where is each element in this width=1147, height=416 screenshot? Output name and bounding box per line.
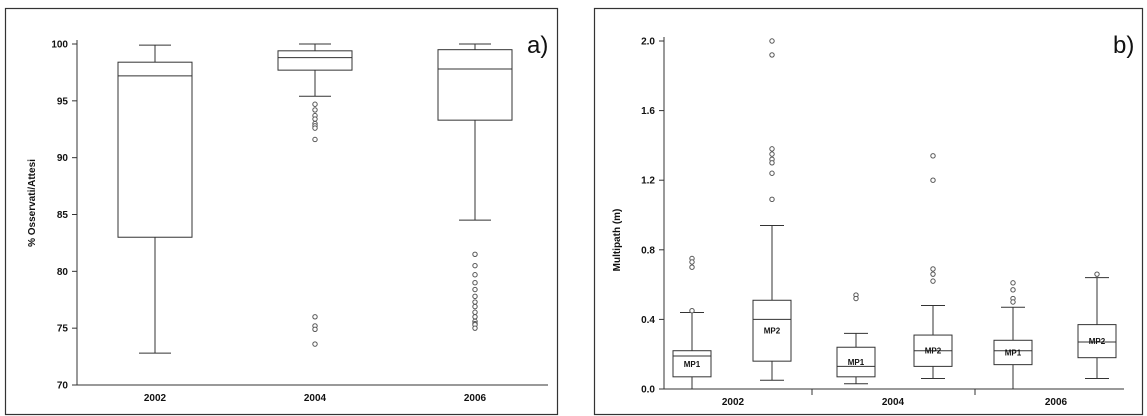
x-tick-label: 2004 <box>882 397 905 408</box>
box <box>672 350 712 378</box>
panel-b: b) Multipath (m) 0.0 0.4 0.8 1.2 1.6 2.0 MP1 MP… <box>612 32 1134 408</box>
outlier-point <box>472 262 478 269</box>
y-tick-label: 80 <box>57 267 69 278</box>
outlier-point <box>769 160 775 166</box>
panel-a-label: a) <box>527 32 548 59</box>
outlier-point <box>312 341 318 347</box>
panel-b-label: b) <box>1113 32 1134 59</box>
outlier-point <box>472 299 478 305</box>
outlier-point <box>930 266 936 272</box>
box <box>437 49 513 121</box>
y-tick-label: 100 <box>51 40 68 51</box>
y-tick-label: 85 <box>57 210 69 221</box>
outlier-point <box>930 278 936 284</box>
x-tick-label: 2006 <box>1045 397 1068 408</box>
outlier-point <box>689 259 695 265</box>
outlier-point <box>1010 287 1016 293</box>
outlier-point <box>312 326 318 333</box>
outlier-point <box>472 272 478 278</box>
outlier-point <box>689 308 695 314</box>
box-label: MP2 <box>1089 337 1106 346</box>
panel-a-y-axis-label: % Osservati/Attesi <box>27 159 38 247</box>
outlier-point <box>769 38 775 44</box>
y-tick-label: 1.2 <box>641 176 655 187</box>
x-tick-label: 2002 <box>144 393 167 404</box>
box-label: MP1 <box>684 360 701 369</box>
y-tick-label: 0.8 <box>641 245 655 256</box>
outlier-point <box>472 314 478 320</box>
outlier-point <box>930 177 936 183</box>
outlier-point <box>472 280 478 286</box>
y-tick-label: 0.4 <box>641 315 655 326</box>
box-label: MP1 <box>848 358 865 367</box>
outlier-point <box>769 170 775 176</box>
outlier-point <box>769 146 775 152</box>
x-tick-label: 2004 <box>304 393 327 404</box>
outlier-point <box>472 251 478 257</box>
outlier-point <box>312 116 318 122</box>
outlier-point <box>472 309 478 315</box>
outlier-point <box>312 136 318 143</box>
outlier-point <box>472 325 478 331</box>
box-label: MP1 <box>1005 348 1022 357</box>
y-tick-label: 90 <box>57 153 69 164</box>
outlier-point <box>1094 271 1100 277</box>
y-tick-label: 95 <box>57 96 69 107</box>
outlier-point <box>312 125 318 131</box>
x-tick-label: 2002 <box>722 397 745 408</box>
box <box>836 346 876 378</box>
outlier-point <box>472 286 478 293</box>
outlier-point <box>312 107 318 113</box>
box-label: MP2 <box>764 327 781 336</box>
outlier-point <box>1010 280 1016 286</box>
box <box>1077 324 1117 359</box>
y-tick-label: 0.0 <box>641 385 655 396</box>
panel-a: a) % Osservati/Attesi 70 75 80 85 90 95 100 200… <box>27 32 548 404</box>
outlier-point <box>930 271 936 277</box>
outlier-point <box>472 303 478 310</box>
y-tick-label: 1.6 <box>641 106 655 117</box>
box <box>993 339 1033 366</box>
outlier-point <box>930 153 936 159</box>
outlier-point <box>312 314 318 320</box>
x-tick-label: 2006 <box>464 393 487 404</box>
outlier-point <box>689 264 695 270</box>
outlier-point <box>769 196 775 203</box>
y-tick-label: 70 <box>57 381 69 392</box>
outlier-point <box>853 295 859 302</box>
outlier-point <box>472 293 478 300</box>
y-tick-label: 75 <box>57 324 69 335</box>
box-label: MP2 <box>925 347 942 356</box>
box <box>277 50 353 71</box>
outlier-point <box>769 52 775 58</box>
box <box>117 61 193 238</box>
box <box>752 299 792 362</box>
outlier-point <box>312 101 318 107</box>
outlier-point <box>1010 299 1016 305</box>
panel-b-y-axis-label: Multipath (m) <box>612 209 623 272</box>
outlier-point <box>769 151 775 157</box>
y-tick-label: 2.0 <box>641 37 655 48</box>
